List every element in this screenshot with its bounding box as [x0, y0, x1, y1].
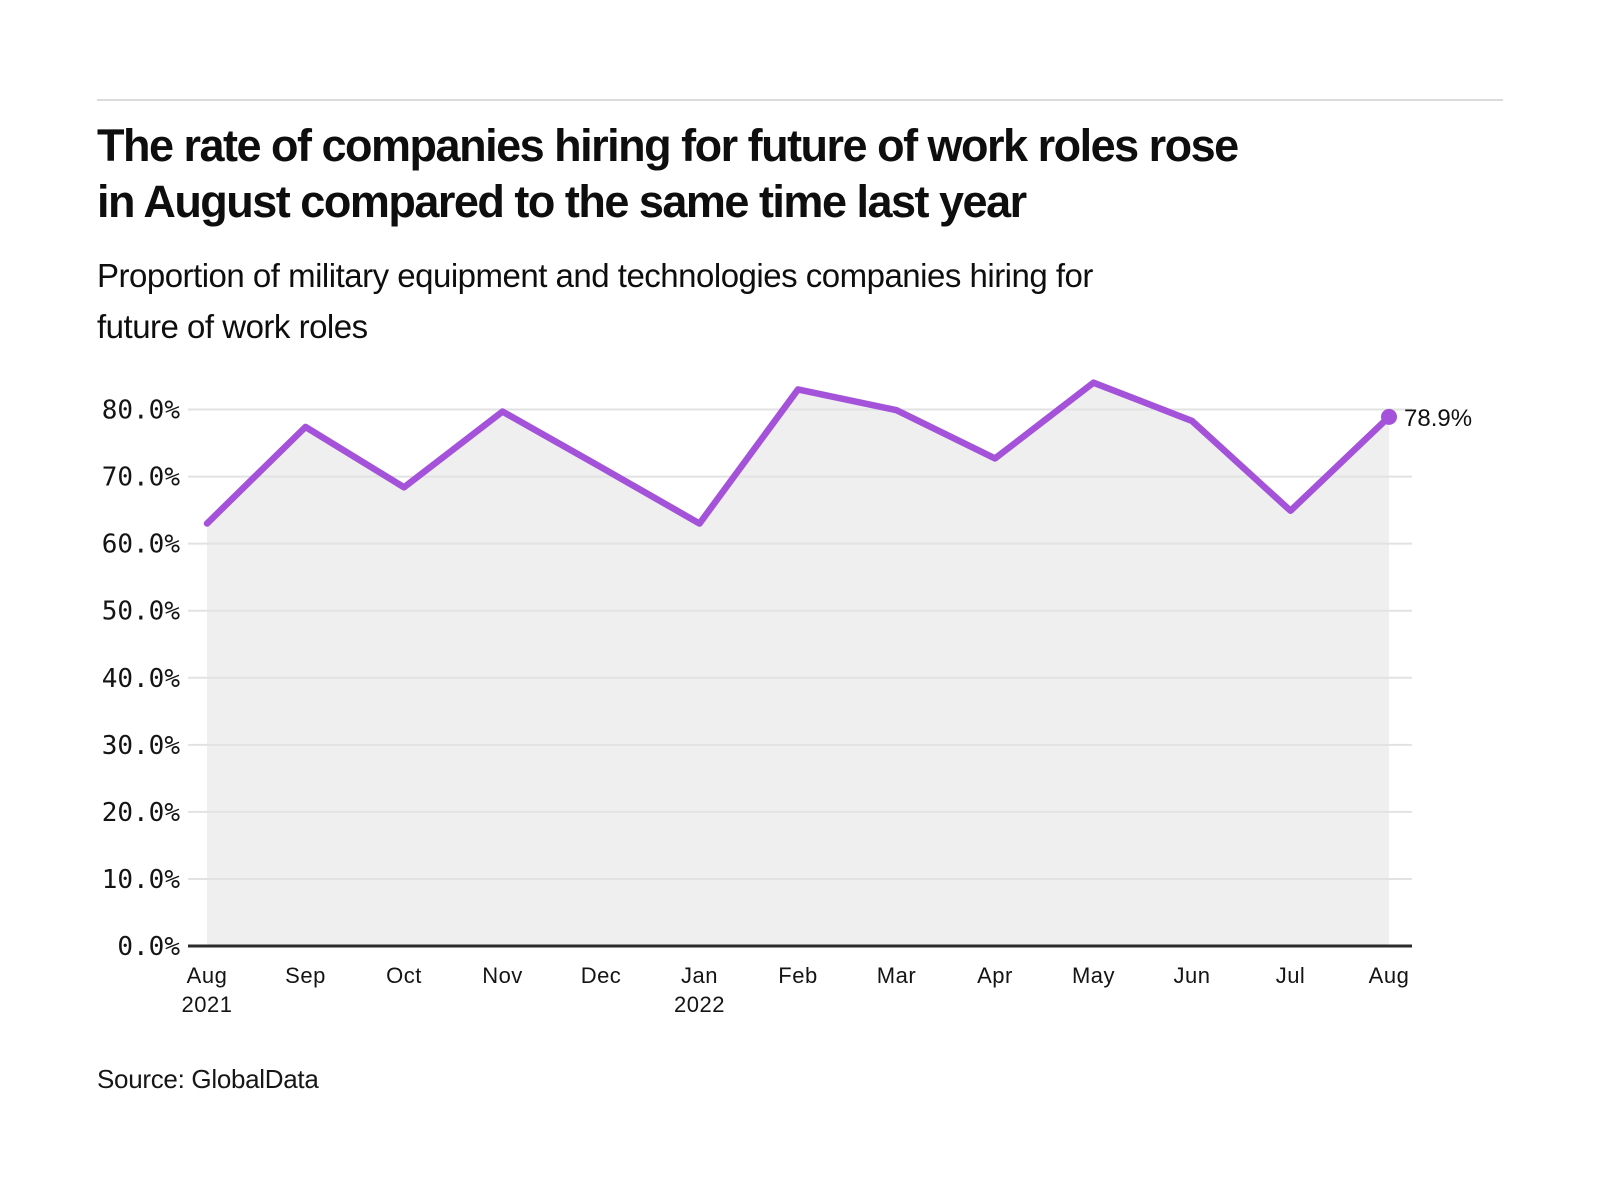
chart-area: 0.0% 10.0% 20.0% 30.0% 40.0% 50.0% 60.0% 70.0% 8…: [90, 368, 1510, 1028]
y-axis-tick-label: 0.0%: [117, 932, 180, 962]
x-axis-month-label: Nov: [482, 963, 523, 988]
end-point-marker: [1381, 408, 1397, 425]
y-axis-tick-label: 50.0%: [102, 597, 181, 627]
x-axis-month-label: Apr: [977, 963, 1013, 988]
x-axis-month-label: Jan: [681, 963, 718, 988]
top-divider-rule: [97, 99, 1503, 101]
x-axis-month-label: Aug: [187, 963, 228, 988]
y-axis-tick-label: 20.0%: [102, 798, 181, 828]
source-caption: Source: GlobalData: [97, 1064, 319, 1094]
chart-subtitle-line-2: future of work roles: [97, 308, 368, 345]
x-axis-month-label: Mar: [877, 963, 916, 988]
x-axis-year-label: 2021: [182, 992, 233, 1017]
chart-subtitle: Proportion of military equipment and tec…: [97, 250, 1093, 352]
chart-title: The rate of companies hiring for future …: [97, 118, 1239, 230]
end-value-label: 78.9%: [1404, 405, 1472, 432]
y-axis-tick-label: 80.0%: [102, 396, 181, 426]
chart-subtitle-line-1: Proportion of military equipment and tec…: [97, 257, 1093, 294]
x-axis-month-label: Jun: [1174, 963, 1211, 988]
x-axis-year-label: 2022: [674, 992, 725, 1017]
chart-title-line-1: The rate of companies hiring for future …: [97, 120, 1239, 171]
y-axis-tick-label: 30.0%: [102, 731, 181, 761]
x-axis-month-label: Dec: [581, 963, 622, 988]
x-axis-month-label: Sep: [285, 963, 326, 988]
x-axis-month-label: Oct: [386, 963, 422, 988]
y-axis-tick-label: 60.0%: [102, 530, 181, 560]
area-fill: [207, 382, 1389, 946]
chart-title-line-2: in August compared to the same time last…: [97, 176, 1027, 227]
data-line: [203, 379, 1393, 527]
y-axis-tick-label: 40.0%: [102, 664, 181, 694]
x-axis-month-label: May: [1072, 963, 1115, 988]
x-axis-month-label: Feb: [778, 963, 817, 988]
x-axis-month-label: Aug: [1369, 963, 1410, 988]
y-axis-tick-label: 10.0%: [102, 865, 181, 895]
x-axis-month-label: Jul: [1276, 963, 1306, 988]
hiring-rate-line-chart: 0.0% 10.0% 20.0% 30.0% 40.0% 50.0% 60.0% 70.0% 8…: [102, 379, 1472, 1017]
y-axis-tick-label: 70.0%: [102, 463, 181, 493]
